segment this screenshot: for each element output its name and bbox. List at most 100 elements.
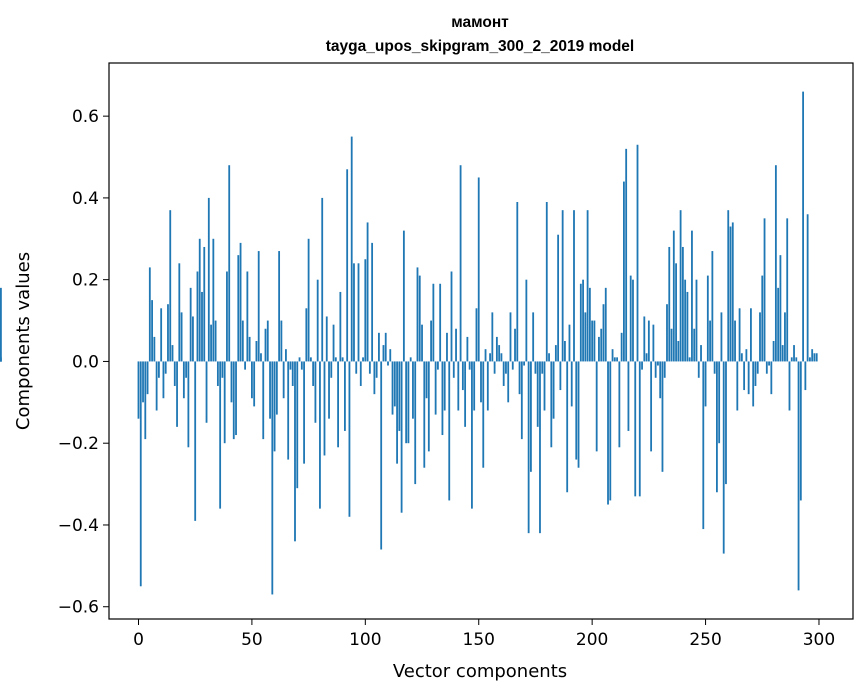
- bar-component-154: [486, 361, 489, 411]
- bar-component-232: [663, 361, 666, 378]
- bar-component-195: [579, 283, 582, 362]
- bar-component-37: [221, 361, 224, 378]
- bar-component-246: [695, 279, 698, 362]
- bar-component-63: [280, 320, 283, 362]
- x-axis-label: Vector components: [393, 661, 567, 682]
- bar-component-46: [241, 320, 244, 362]
- bar-component-235: [670, 328, 673, 362]
- bar-component-25: [194, 361, 197, 521]
- bar-component-58: [269, 361, 271, 419]
- bar-component-254: [713, 361, 716, 374]
- bar-component-171: [525, 279, 528, 362]
- bar-component-202: [595, 361, 598, 452]
- bar-component-126: [423, 361, 426, 468]
- chart-title: мамонт: [451, 14, 509, 31]
- bar-component-123: [416, 267, 419, 362]
- bar-component-131: [434, 361, 437, 415]
- bar-component-75: [307, 238, 310, 362]
- bar-component-282: [777, 287, 780, 362]
- bar-component-14: [169, 210, 172, 362]
- bar-component-191: [570, 361, 573, 407]
- bar-component-121: [412, 361, 414, 419]
- bar-component-148: [473, 361, 476, 411]
- bar-component-242: [686, 291, 689, 362]
- x-tick-label: 250: [689, 630, 721, 650]
- bar-component-116: [400, 361, 403, 513]
- bar-component-205: [602, 304, 605, 362]
- y-tick-label: −0.2: [58, 434, 99, 454]
- bar-component-231: [661, 361, 664, 472]
- bar-component-268: [745, 349, 748, 362]
- bar-component-105: [375, 361, 378, 378]
- bar-component-166: [514, 328, 516, 362]
- bar-component-212: [618, 361, 621, 448]
- bar-component-241: [684, 279, 687, 362]
- bar-component-93: [348, 361, 351, 517]
- bar-component-68: [291, 361, 294, 386]
- bar-component-22: [187, 361, 190, 448]
- bar-component-265: [738, 308, 741, 362]
- bar-component-36: [219, 361, 222, 509]
- bar-component-81: [321, 197, 324, 362]
- bar-component-176: [536, 361, 539, 427]
- bar-component-161: [502, 361, 505, 386]
- bar-component-150: [477, 177, 480, 362]
- bar-component-292: [799, 361, 802, 501]
- bar-component-288: [790, 357, 793, 362]
- bar-component-269: [747, 361, 750, 395]
- bar-component-132: [437, 361, 439, 370]
- bar-component-35: [216, 361, 219, 386]
- x-tick-label: 50: [241, 630, 263, 650]
- bar-component-111: [389, 349, 392, 362]
- bar-component-55: [262, 361, 265, 440]
- bar-component-291: [797, 361, 800, 591]
- bar-component-135: [443, 361, 446, 411]
- bar-component-27: [198, 238, 201, 362]
- bar-component-299: [815, 353, 818, 362]
- bar-component-170: [523, 361, 525, 366]
- bar-component-124: [418, 275, 421, 362]
- y-axis-ticks: −0.6 −0.4 −0.2 0.0 0.2 0.4 0.6: [58, 107, 109, 618]
- bar-component-28: [201, 291, 203, 362]
- bar-component-207: [607, 361, 609, 505]
- bar-component-229: [657, 361, 659, 366]
- bar-component-200: [591, 320, 594, 362]
- bar-component-61: [275, 361, 278, 415]
- bar-component-138: [450, 271, 453, 362]
- bar-component-88: [337, 361, 339, 448]
- bar-component-79: [316, 279, 319, 362]
- bar-component-262: [731, 222, 734, 362]
- bar-component-152: [482, 361, 485, 468]
- bar-component-221: [638, 361, 641, 497]
- bar-component-60: [273, 361, 276, 452]
- bar-component-249: [702, 361, 705, 530]
- x-tick-label: 200: [576, 630, 608, 650]
- bar-component-151: [480, 361, 482, 403]
- bar-component-149: [475, 308, 478, 362]
- bar-component-164: [509, 312, 512, 362]
- bar-component-122: [414, 361, 417, 485]
- bar-component-198: [586, 210, 589, 362]
- bar-component-270: [750, 308, 752, 362]
- bar-component-216: [627, 361, 630, 431]
- chart-subtitle: tayga_upos_skipgram_300_2_2019 model: [326, 38, 634, 55]
- bar-component-15: [171, 345, 174, 362]
- bar-component-247: [697, 361, 700, 378]
- bar-component-50: [251, 361, 253, 399]
- bar-component-227: [652, 324, 655, 362]
- bar-component-274: [759, 312, 761, 362]
- bar-component-175: [534, 361, 537, 374]
- bar-component-66: [287, 361, 290, 460]
- bar-component-85: [330, 361, 333, 378]
- bar-component-248: [700, 345, 702, 362]
- bar-component-1: [139, 361, 142, 587]
- bar-component-11: [162, 361, 165, 399]
- bar-component-287: [788, 361, 791, 411]
- y-tick-label: 0.6: [72, 107, 99, 127]
- x-axis-ticks: 0 50 100 150 200 250 300: [133, 619, 835, 650]
- bar-component-280: [772, 341, 775, 362]
- bar-component-279: [770, 361, 773, 395]
- bar-component-185: [557, 234, 560, 362]
- bar-component-189: [566, 361, 569, 493]
- bar-component-108: [382, 345, 385, 362]
